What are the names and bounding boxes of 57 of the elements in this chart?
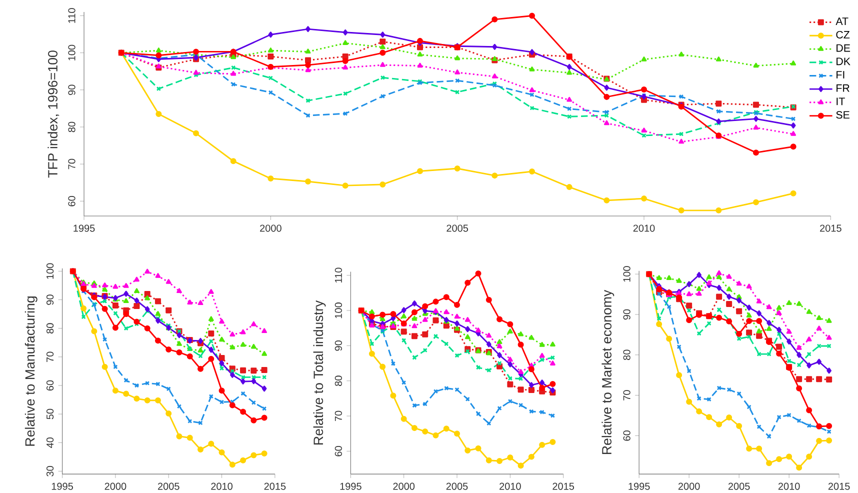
y-tick-label: 90 xyxy=(623,309,630,320)
y-tick-label: 100 xyxy=(623,266,630,282)
y-tick-label: 80 xyxy=(334,376,342,386)
x-tick-label: 2005 xyxy=(158,482,180,490)
legend-label: CZ xyxy=(836,30,850,38)
legend-label: FR xyxy=(836,84,850,92)
y-tick-label: 60 xyxy=(334,446,342,456)
y-tick-label: 30 xyxy=(46,466,54,476)
y-tick-label: 100 xyxy=(68,44,76,60)
y-tick-label: 80 xyxy=(46,323,54,334)
x-tick-label: 1995 xyxy=(74,224,95,232)
y-tick-label: 70 xyxy=(334,410,342,422)
x-tick-label: 2005 xyxy=(446,482,468,490)
x-tick-label: 2015 xyxy=(552,482,574,490)
legend-label: SE xyxy=(836,111,850,119)
legend-label: DK xyxy=(836,58,850,66)
y-tick-label: 70 xyxy=(623,390,630,400)
y-tick-label: 70 xyxy=(46,352,54,362)
x-tick-label: 2015 xyxy=(820,224,842,232)
y-tick-label: 80 xyxy=(623,350,630,360)
y-tick-label: 90 xyxy=(46,294,54,305)
y-axis-title: Relative to Manufacturing xyxy=(24,296,38,446)
x-tick-label: 2010 xyxy=(211,482,232,490)
y-tick-label: 40 xyxy=(46,437,54,448)
y-tick-label: 60 xyxy=(623,430,630,441)
y-tick-label: 70 xyxy=(68,158,76,170)
y-tick-label: 110 xyxy=(68,8,76,23)
y-tick-label: 100 xyxy=(46,263,54,279)
y-axis-title: Relative to Market economy xyxy=(602,290,614,454)
x-tick-label: 2005 xyxy=(446,224,468,232)
x-tick-label: 2000 xyxy=(104,482,126,490)
x-tick-label: 2005 xyxy=(728,482,750,490)
x-tick-label: 2015 xyxy=(828,482,850,490)
legend-label: DE xyxy=(836,44,850,52)
x-tick-label: 2010 xyxy=(778,482,800,490)
y-tick-label: 90 xyxy=(68,84,76,95)
x-tick-label: 2000 xyxy=(678,482,700,490)
x-tick-label: 2010 xyxy=(633,224,655,232)
x-tick-label: 1995 xyxy=(340,482,362,490)
y-tick-label: 60 xyxy=(46,380,54,391)
x-tick-label: 2000 xyxy=(260,224,282,232)
y-tick-label: 100 xyxy=(334,302,342,318)
x-tick-label: 1995 xyxy=(628,482,650,490)
y-tick-label: 60 xyxy=(68,196,76,206)
y-axis-title: Relative to Total industry xyxy=(313,300,326,444)
legend-label: AT xyxy=(836,18,848,25)
x-tick-label: 2000 xyxy=(393,482,415,490)
legend-label: IT xyxy=(836,98,845,106)
y-tick-label: 80 xyxy=(68,122,76,132)
y-tick-label: 50 xyxy=(46,408,54,420)
y-tick-label: 110 xyxy=(334,268,342,283)
x-tick-label: 2010 xyxy=(500,482,521,490)
x-tick-label: 1995 xyxy=(52,482,73,490)
legend-label: FI xyxy=(836,71,844,78)
x-tick-label: 2015 xyxy=(264,482,286,490)
y-axis-title: TFP index, 1996=100 xyxy=(48,50,60,178)
y-tick-label: 90 xyxy=(334,340,342,351)
